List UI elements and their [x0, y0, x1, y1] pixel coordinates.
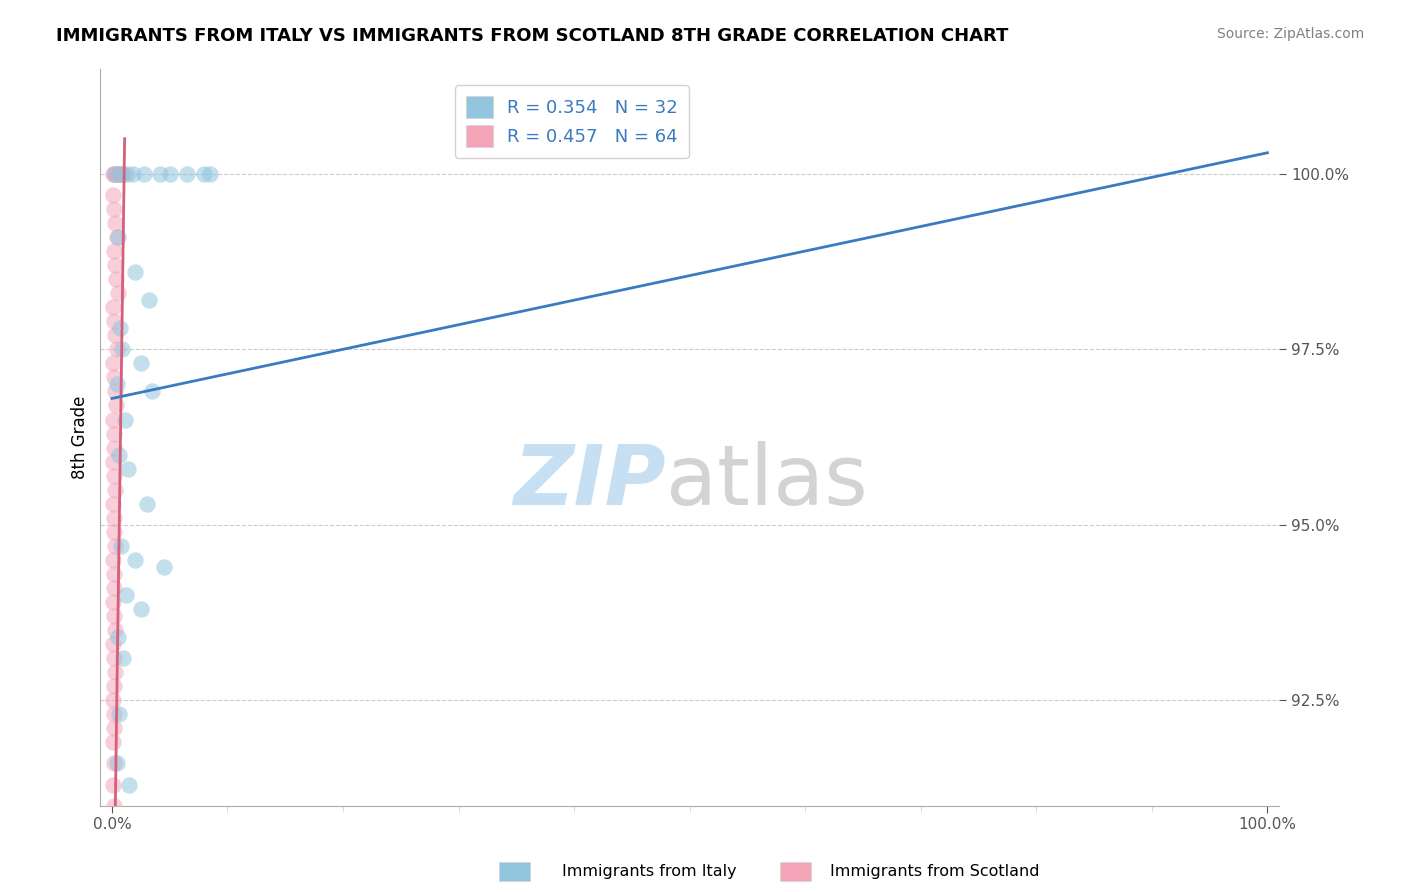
Point: [193, 167, 215, 181]
Point: [108, 167, 131, 181]
Point: [103, 314, 125, 328]
Point: [103, 426, 125, 441]
Point: [108, 321, 131, 335]
Point: [103, 798, 125, 813]
Point: [105, 230, 128, 244]
Point: [103, 883, 125, 892]
Point: [101, 497, 124, 511]
Point: [103, 566, 125, 581]
Legend: R = 0.354   N = 32, R = 0.457   N = 64: R = 0.354 N = 32, R = 0.457 N = 64: [456, 85, 689, 158]
Point: [176, 167, 198, 181]
Point: [101, 553, 124, 567]
Point: [104, 167, 127, 181]
Point: [103, 441, 125, 455]
Point: [124, 553, 146, 567]
Point: [103, 244, 125, 258]
Point: [104, 384, 127, 399]
Point: [104, 623, 127, 637]
Point: [114, 412, 136, 426]
Text: IMMIGRANTS FROM ITALY VS IMMIGRANTS FROM SCOTLAND 8TH GRADE CORRELATION CHART: IMMIGRANTS FROM ITALY VS IMMIGRANTS FROM…: [56, 27, 1008, 45]
Point: [153, 560, 176, 574]
Point: [104, 272, 127, 286]
Point: [108, 167, 131, 181]
Point: [104, 399, 127, 413]
Point: [101, 356, 124, 370]
Text: Immigrants from Scotland: Immigrants from Scotland: [830, 863, 1039, 879]
Point: [103, 370, 125, 384]
Point: [101, 187, 124, 202]
Point: [103, 167, 125, 181]
Point: [107, 630, 129, 644]
Text: Source: ZipAtlas.com: Source: ZipAtlas.com: [1216, 27, 1364, 41]
Point: [103, 609, 125, 624]
Point: [129, 602, 152, 616]
Point: [198, 167, 221, 181]
Point: [124, 265, 146, 279]
Point: [103, 722, 125, 736]
Point: [104, 328, 127, 343]
Point: [105, 343, 128, 357]
Point: [111, 167, 134, 181]
Y-axis label: 8th Grade: 8th Grade: [72, 395, 89, 479]
Point: [107, 167, 129, 181]
Point: [129, 356, 152, 370]
Point: [103, 581, 125, 595]
Text: ZIP: ZIP: [513, 441, 666, 522]
Point: [108, 167, 131, 181]
Point: [101, 820, 124, 834]
Point: [103, 524, 125, 539]
Point: [135, 497, 157, 511]
Point: [103, 862, 125, 876]
Point: [149, 167, 172, 181]
Point: [103, 202, 125, 216]
Point: [103, 679, 125, 693]
Point: [159, 167, 181, 181]
Point: [111, 343, 134, 357]
Point: [114, 588, 136, 602]
Point: [110, 167, 132, 181]
Point: [121, 167, 143, 181]
Point: [112, 651, 135, 665]
Point: [138, 293, 160, 308]
Point: [134, 167, 156, 181]
Point: [108, 707, 131, 722]
Point: [141, 384, 163, 399]
Point: [104, 167, 127, 181]
Point: [103, 510, 125, 524]
Point: [117, 461, 139, 475]
Point: [103, 468, 125, 483]
Point: [110, 539, 132, 553]
Text: Immigrants from Italy: Immigrants from Italy: [562, 863, 737, 879]
Point: [108, 448, 131, 462]
Point: [101, 637, 124, 651]
Point: [115, 167, 138, 181]
Point: [103, 756, 125, 771]
Point: [101, 300, 124, 314]
Point: [103, 707, 125, 722]
Point: [101, 455, 124, 469]
Point: [104, 483, 127, 497]
Text: atlas: atlas: [666, 441, 868, 522]
Point: [105, 756, 128, 771]
Point: [101, 167, 124, 181]
Point: [107, 286, 129, 301]
Point: [104, 665, 127, 680]
Point: [103, 840, 125, 855]
Point: [104, 539, 127, 553]
Point: [107, 230, 129, 244]
Point: [103, 651, 125, 665]
Point: [112, 167, 135, 181]
Point: [105, 377, 128, 392]
Point: [105, 167, 128, 181]
Point: [101, 735, 124, 749]
Point: [104, 258, 127, 272]
Point: [101, 595, 124, 609]
Point: [118, 778, 141, 792]
Point: [103, 778, 125, 792]
Point: [101, 412, 124, 426]
Point: [104, 216, 127, 230]
Point: [101, 693, 124, 707]
